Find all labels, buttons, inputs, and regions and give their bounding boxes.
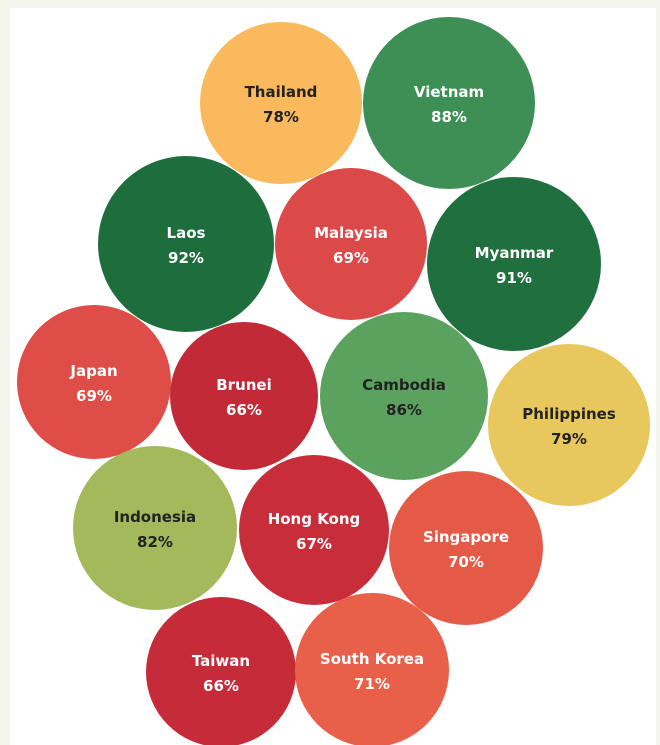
bubble-circle-taiwan[interactable] [146, 597, 296, 745]
bubble-cambodia[interactable]: Cambodia 86% [320, 312, 488, 480]
bubble-value-cambodia: 86% [386, 401, 422, 419]
bubble-thailand[interactable]: Thailand 78% [200, 22, 362, 184]
bubble-label-myanmar: Myanmar [475, 244, 554, 262]
bubble-label-taiwan: Taiwan [192, 652, 250, 670]
bubble-circle-myanmar[interactable] [427, 177, 601, 351]
bubble-label-singapore: Singapore [423, 528, 509, 546]
bubble-circle-vietnam[interactable] [363, 17, 535, 189]
bubble-circle-indonesia[interactable] [73, 446, 237, 610]
bubble-label-south-korea: South Korea [320, 650, 424, 668]
bubble-hong-kong[interactable]: Hong Kong 67% [239, 455, 389, 605]
bubble-indonesia[interactable]: Indonesia 82% [73, 446, 237, 610]
bubble-value-japan: 69% [76, 387, 112, 405]
bubble-vietnam[interactable]: Vietnam 88% [363, 17, 535, 189]
bubble-label-brunei: Brunei [216, 376, 272, 394]
bubble-philippines[interactable]: Philippines 79% [488, 344, 650, 506]
bubble-value-south-korea: 71% [354, 675, 390, 693]
bubble-value-myanmar: 91% [496, 269, 532, 287]
bubble-label-vietnam: Vietnam [414, 83, 484, 101]
bubble-value-singapore: 70% [448, 553, 484, 571]
bubble-myanmar[interactable]: Myanmar 91% [427, 177, 601, 351]
bubble-value-indonesia: 82% [137, 533, 173, 551]
bubble-circle-hong-kong[interactable] [239, 455, 389, 605]
bubble-label-philippines: Philippines [522, 405, 616, 423]
bubble-value-vietnam: 88% [431, 108, 467, 126]
bubble-value-philippines: 79% [551, 430, 587, 448]
bubble-label-laos: Laos [167, 224, 206, 242]
bubble-circle-brunei[interactable] [170, 322, 318, 470]
bubble-label-hong-kong: Hong Kong [268, 510, 361, 528]
bubble-label-cambodia: Cambodia [362, 376, 446, 394]
bubble-circle-laos[interactable] [98, 156, 274, 332]
bubble-circle-south-korea[interactable] [295, 593, 449, 745]
bubble-circle-cambodia[interactable] [320, 312, 488, 480]
bubble-singapore[interactable]: Singapore 70% [389, 471, 543, 625]
bubble-taiwan[interactable]: Taiwan 66% [146, 597, 296, 745]
bubble-south-korea[interactable]: South Korea 71% [295, 593, 449, 745]
bubble-circle-philippines[interactable] [488, 344, 650, 506]
bubble-value-malaysia: 69% [333, 249, 369, 267]
bubble-value-brunei: 66% [226, 401, 262, 419]
bubble-laos[interactable]: Laos 92% [98, 156, 274, 332]
bubble-japan[interactable]: Japan 69% [17, 305, 171, 459]
bubble-label-indonesia: Indonesia [114, 508, 196, 526]
bubble-label-japan: Japan [69, 362, 117, 380]
bubble-label-malaysia: Malaysia [314, 224, 388, 242]
bubble-value-thailand: 78% [263, 108, 299, 126]
bubble-value-taiwan: 66% [203, 677, 239, 695]
bubble-value-hong-kong: 67% [296, 535, 332, 553]
bubble-value-laos: 92% [168, 249, 204, 267]
bubble-circle-thailand[interactable] [200, 22, 362, 184]
bubble-circle-malaysia[interactable] [275, 168, 427, 320]
bubble-label-thailand: Thailand [245, 83, 318, 101]
bubble-malaysia[interactable]: Malaysia 69% [275, 168, 427, 320]
bubble-circle-singapore[interactable] [389, 471, 543, 625]
bubble-brunei[interactable]: Brunei 66% [170, 322, 318, 470]
bubble-circle-japan[interactable] [17, 305, 171, 459]
